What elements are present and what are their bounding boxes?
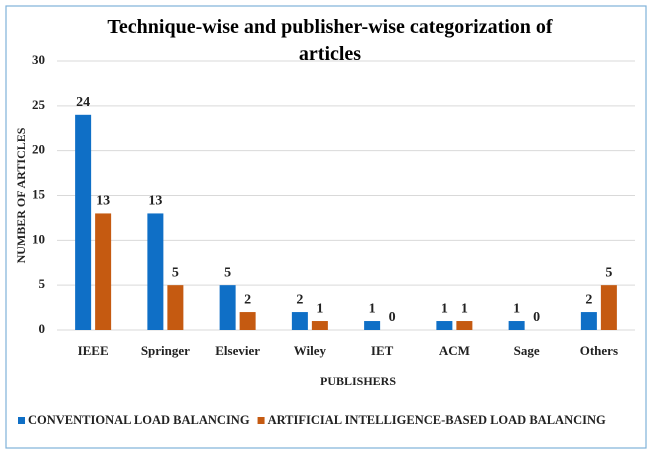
data-label: 1 <box>369 301 376 316</box>
y-tick-label: 5 <box>39 276 46 291</box>
data-label: 24 <box>76 95 90 110</box>
data-label: 0 <box>533 310 540 325</box>
x-tick-label: ACM <box>439 343 470 358</box>
x-tick-label: Elsevier <box>215 343 260 358</box>
bar <box>75 114 92 330</box>
data-label: 5 <box>172 265 179 280</box>
bar <box>456 321 473 330</box>
bar <box>364 321 381 330</box>
y-tick-label: 30 <box>32 52 45 67</box>
x-axis-label: PUBLISHERS <box>320 374 396 388</box>
x-tick-label: IET <box>371 343 394 358</box>
bar <box>311 321 328 330</box>
data-label: 1 <box>461 301 468 316</box>
y-axis-label: NUMBER OF ARTICLES <box>14 127 28 263</box>
data-label: 2 <box>585 292 592 307</box>
data-label: 1 <box>513 301 520 316</box>
bar <box>147 213 164 330</box>
bar <box>291 312 308 330</box>
x-tick-label: Wiley <box>294 343 327 358</box>
y-tick-label: 20 <box>32 142 45 157</box>
bar <box>508 321 525 330</box>
legend-label: ARTIFICIAL INTELLIGENCE-BASED LOAD BALAN… <box>268 413 606 427</box>
data-label: 2 <box>296 292 303 307</box>
chart-border <box>5 5 647 449</box>
y-tick-label: 25 <box>32 97 46 112</box>
legend-swatch <box>18 417 25 424</box>
x-tick-label: Others <box>580 343 618 358</box>
bar <box>600 285 617 330</box>
data-label: 0 <box>389 310 396 325</box>
data-label: 13 <box>148 194 162 209</box>
chart-title: Technique-wise and publisher-wise catego… <box>107 16 553 65</box>
data-label: 1 <box>316 301 323 316</box>
legend-label: CONVENTIONAL LOAD BALANCING <box>28 413 250 427</box>
y-tick-label: 0 <box>39 321 46 336</box>
data-label: 5 <box>224 265 231 280</box>
x-tick-label: Springer <box>141 343 190 358</box>
data-label: 5 <box>605 265 612 280</box>
bar <box>167 285 184 330</box>
bar <box>239 312 256 330</box>
bar <box>95 213 112 330</box>
data-label: 13 <box>96 194 110 209</box>
y-tick-label: 10 <box>32 231 45 246</box>
bar <box>219 285 236 330</box>
bar <box>436 321 453 330</box>
x-tick-label: Sage <box>514 343 540 358</box>
x-tick-label: IEEE <box>78 343 109 358</box>
data-label: 2 <box>244 292 251 307</box>
y-tick-label: 15 <box>32 186 46 201</box>
legend-swatch <box>257 417 265 424</box>
data-label: 1 <box>441 301 448 316</box>
bar <box>580 312 597 330</box>
